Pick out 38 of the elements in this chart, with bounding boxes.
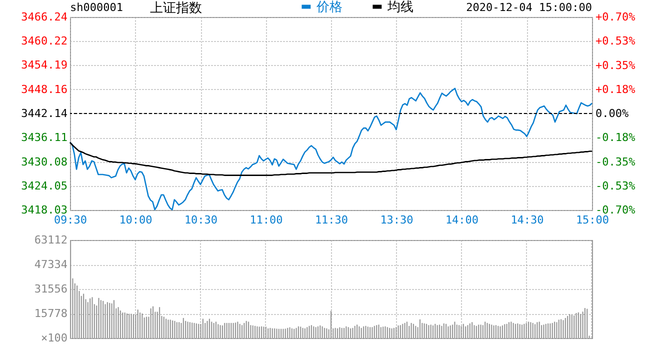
y-tick-label: 3424.05 <box>21 179 68 192</box>
y2-tick-label: -0.18% <box>596 131 636 144</box>
y-tick-label: 3436.11 <box>21 131 68 144</box>
y-axis-title: ×100 <box>41 332 68 344</box>
y2-tick-label: +0.35% <box>596 58 636 72</box>
chart-title: 上证指数 <box>150 1 202 16</box>
y-tick-label: 63112 <box>34 234 68 246</box>
legend-label: 均线 <box>386 0 414 15</box>
y2-tick-label: 0.00% <box>596 107 629 120</box>
line-series <box>69 142 593 176</box>
chart-subtitle: sh000001 <box>70 1 123 14</box>
y-tick-label: 47334 <box>34 258 68 271</box>
y2-tick-label: +0.18% <box>596 82 636 96</box>
x-tick-label: 14:30 <box>510 214 544 226</box>
x-tick-label: 10:30 <box>184 214 218 226</box>
x-tick-label: 14:00 <box>445 214 479 226</box>
x-tick-label: 10:00 <box>119 214 152 226</box>
y2-tick-label: -0.70% <box>596 204 636 216</box>
y-tick-label: 3466.24 <box>21 10 68 24</box>
y-tick-label: 3418.03 <box>21 204 68 216</box>
legend-label: 价格 <box>316 0 343 15</box>
x-tick-label: 09:30 <box>54 214 88 226</box>
x-tick-label: 13:30 <box>380 214 414 226</box>
x-tick-label: 15:00 <box>576 214 610 226</box>
y2-tick-label: +0.70% <box>596 10 636 24</box>
y2-tick-label: -0.53% <box>596 179 636 192</box>
y-tick-label: 15778 <box>34 307 68 320</box>
y-tick-label: 3448.16 <box>21 82 68 96</box>
y-tick-label: 3454.19 <box>21 58 68 72</box>
y-tick-label: 3442.14 <box>21 106 68 120</box>
y2-tick-label: -0.35% <box>596 155 636 168</box>
text: 2020-12-04 15:00:00 <box>466 1 592 14</box>
x-tick-label: 11:30 <box>314 214 348 226</box>
y-tick-label: 3430.08 <box>21 155 68 168</box>
y2-tick-label: +0.53% <box>596 34 636 48</box>
y-tick-label: 3460.22 <box>21 34 68 48</box>
y-tick-label: 31556 <box>34 282 68 296</box>
x-tick-label: 11:00 <box>250 214 283 226</box>
